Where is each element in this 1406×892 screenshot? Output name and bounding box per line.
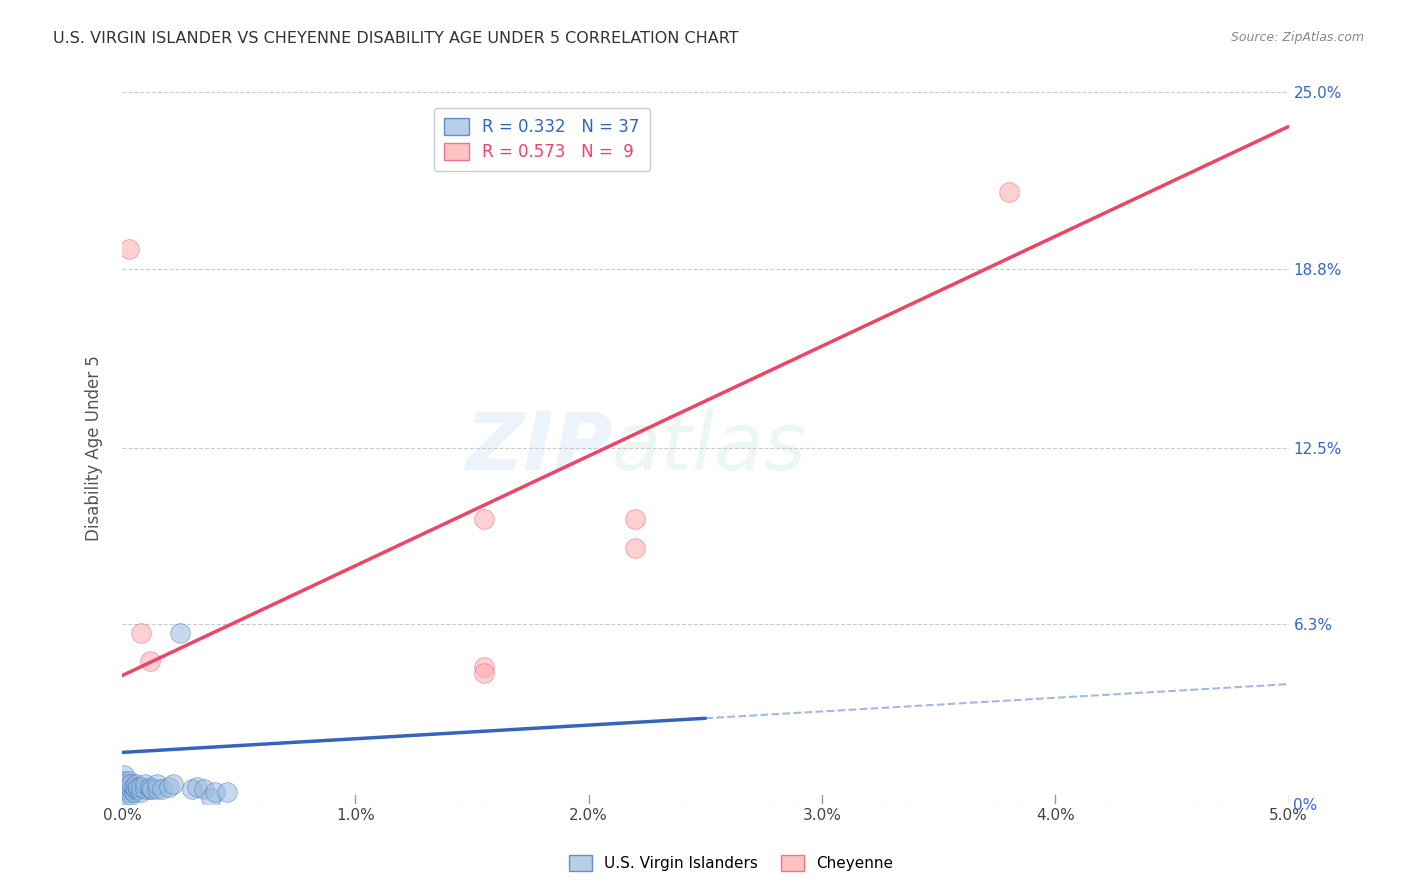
Point <box>118 785 141 799</box>
Point <box>139 654 162 668</box>
Text: ZIP: ZIP <box>464 409 612 487</box>
Point <box>146 782 169 797</box>
Y-axis label: Disability Age Under 5: Disability Age Under 5 <box>86 355 103 541</box>
Point <box>122 780 145 794</box>
Point <box>997 185 1019 199</box>
Point <box>200 791 222 805</box>
Point <box>181 782 204 797</box>
Point <box>112 782 135 797</box>
Text: U.S. VIRGIN ISLANDER VS CHEYENNE DISABILITY AGE UNDER 5 CORRELATION CHART: U.S. VIRGIN ISLANDER VS CHEYENNE DISABIL… <box>53 31 740 46</box>
Point <box>115 777 138 791</box>
Point <box>118 773 141 788</box>
Point <box>162 777 184 791</box>
Point <box>120 782 142 797</box>
Point <box>193 782 215 797</box>
Point <box>125 777 148 791</box>
Point <box>134 782 156 797</box>
Point <box>186 780 208 794</box>
Point <box>120 777 142 791</box>
Point <box>169 626 191 640</box>
Point <box>129 780 152 794</box>
Point <box>118 780 141 794</box>
Point <box>112 768 135 782</box>
Point <box>139 780 162 794</box>
Point <box>120 788 142 802</box>
Point <box>118 242 141 256</box>
Point <box>115 782 138 797</box>
Point <box>112 773 135 788</box>
Text: atlas: atlas <box>612 409 807 487</box>
Point <box>127 780 149 794</box>
Point <box>122 785 145 799</box>
Point <box>141 782 163 797</box>
Legend: R = 0.332   N = 37, R = 0.573   N =  9: R = 0.332 N = 37, R = 0.573 N = 9 <box>434 108 650 170</box>
Point <box>150 782 173 797</box>
Text: Source: ZipAtlas.com: Source: ZipAtlas.com <box>1230 31 1364 45</box>
Point <box>129 626 152 640</box>
Point <box>472 660 495 674</box>
Point <box>139 782 162 797</box>
Point <box>146 777 169 791</box>
Point <box>127 782 149 797</box>
Point <box>215 785 238 799</box>
Point <box>134 777 156 791</box>
Point <box>125 782 148 797</box>
Point <box>624 541 647 555</box>
Point <box>129 785 152 799</box>
Point <box>157 780 180 794</box>
Point <box>115 788 138 802</box>
Point <box>472 512 495 526</box>
Point <box>472 665 495 680</box>
Point <box>204 785 226 799</box>
Legend: U.S. Virgin Islanders, Cheyenne: U.S. Virgin Islanders, Cheyenne <box>562 849 900 877</box>
Point <box>624 512 647 526</box>
